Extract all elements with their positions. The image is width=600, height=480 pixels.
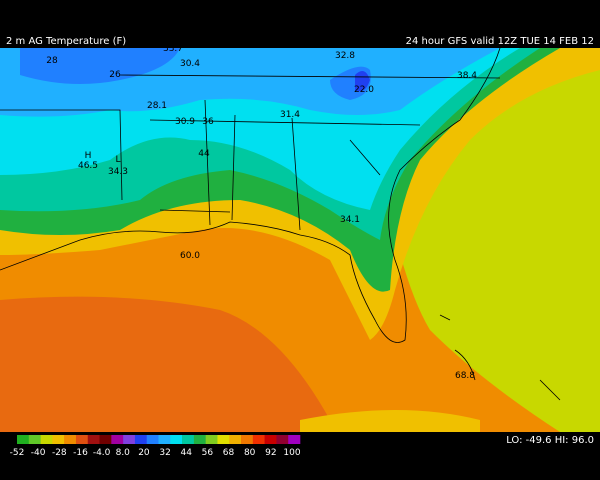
map-label: 30.9 bbox=[175, 117, 195, 127]
color-swatch bbox=[75, 435, 89, 444]
color-swatch bbox=[64, 435, 77, 444]
colorbar-label: -28 bbox=[52, 448, 67, 458]
map-label: 36 bbox=[202, 117, 214, 127]
map-label: 28 bbox=[46, 56, 58, 66]
color-swatch bbox=[99, 435, 112, 444]
colorbar-label: 68 bbox=[223, 448, 235, 458]
color-swatch bbox=[264, 435, 277, 444]
state-lines bbox=[0, 74, 501, 231]
color-swatch bbox=[40, 435, 53, 444]
colorbar-label: 44 bbox=[181, 448, 193, 458]
color-swatch bbox=[217, 435, 230, 444]
color-swatch bbox=[111, 435, 124, 444]
map-label: 31.4 bbox=[280, 110, 300, 120]
cold-field bbox=[20, 48, 371, 100]
color-swatch bbox=[205, 435, 218, 444]
color-swatch bbox=[288, 435, 301, 444]
colorbar-label: 8.0 bbox=[116, 448, 131, 458]
color-swatch bbox=[17, 435, 30, 444]
color-swatch bbox=[52, 435, 65, 444]
colorbar-label: 20 bbox=[138, 448, 150, 458]
map-label: 60.0 bbox=[180, 251, 200, 261]
valid-time: 24 hour GFS valid 12Z TUE 14 FEB 12 bbox=[406, 36, 594, 47]
colorbar-label: -52 bbox=[10, 448, 25, 458]
color-swatch bbox=[158, 435, 171, 444]
coastline bbox=[0, 47, 501, 343]
south-field bbox=[300, 410, 480, 432]
map-label: 46.5 bbox=[78, 161, 98, 171]
map-label: 32.8 bbox=[335, 51, 355, 61]
map-title: 2 m AG Temperature (F) bbox=[6, 36, 126, 47]
colorbar-label: 80 bbox=[244, 448, 256, 458]
map-label: 44 bbox=[198, 149, 210, 159]
map-label: 34.3 bbox=[108, 167, 128, 177]
color-swatch bbox=[182, 435, 195, 444]
color-swatch bbox=[87, 435, 100, 444]
colorbar-label: -40 bbox=[31, 448, 46, 458]
color-swatch bbox=[134, 435, 148, 444]
colorbar-label: 32 bbox=[159, 448, 170, 458]
extremes: LO: -49.6 HI: 96.0 bbox=[506, 435, 594, 446]
color-swatch bbox=[193, 435, 206, 444]
colorbar-label: -4.0 bbox=[93, 448, 111, 458]
warm-field bbox=[0, 296, 330, 432]
colorbar-label: -16 bbox=[73, 448, 88, 458]
color-swatch bbox=[276, 435, 289, 444]
map-label: L bbox=[115, 155, 120, 165]
color-swatch bbox=[252, 435, 265, 444]
map-label: 38.4 bbox=[457, 71, 477, 81]
map: 28 26 33.7 30.4 32.8 38.4 28.1 30.9 36 31.4 22.0 46… bbox=[0, 44, 600, 432]
color-swatch bbox=[241, 435, 254, 444]
color-swatch bbox=[28, 435, 41, 444]
colorbar-label: 56 bbox=[202, 448, 214, 458]
map-label: 34.1 bbox=[340, 215, 360, 225]
color-swatch bbox=[123, 435, 136, 444]
colorbar-label: 92 bbox=[265, 448, 276, 458]
map-label: 68.8 bbox=[455, 371, 475, 381]
map-label: 26 bbox=[109, 70, 121, 80]
map-label: 33.7 bbox=[163, 44, 183, 54]
map-label: H bbox=[85, 151, 92, 161]
map-label: 30.4 bbox=[180, 59, 200, 69]
coldest-field bbox=[355, 71, 370, 92]
map-label: 28.1 bbox=[147, 101, 167, 111]
color-swatch bbox=[170, 435, 183, 444]
color-swatch bbox=[146, 435, 159, 444]
colorbar: -52 -40 -28 -16 -4.0 8.0 20 32 44 56 68 80 92 100 bbox=[10, 435, 301, 458]
map-label: 22.0 bbox=[354, 85, 374, 95]
colorbar-label: 100 bbox=[283, 448, 300, 458]
islands bbox=[439, 314, 561, 401]
color-swatch bbox=[229, 435, 242, 444]
